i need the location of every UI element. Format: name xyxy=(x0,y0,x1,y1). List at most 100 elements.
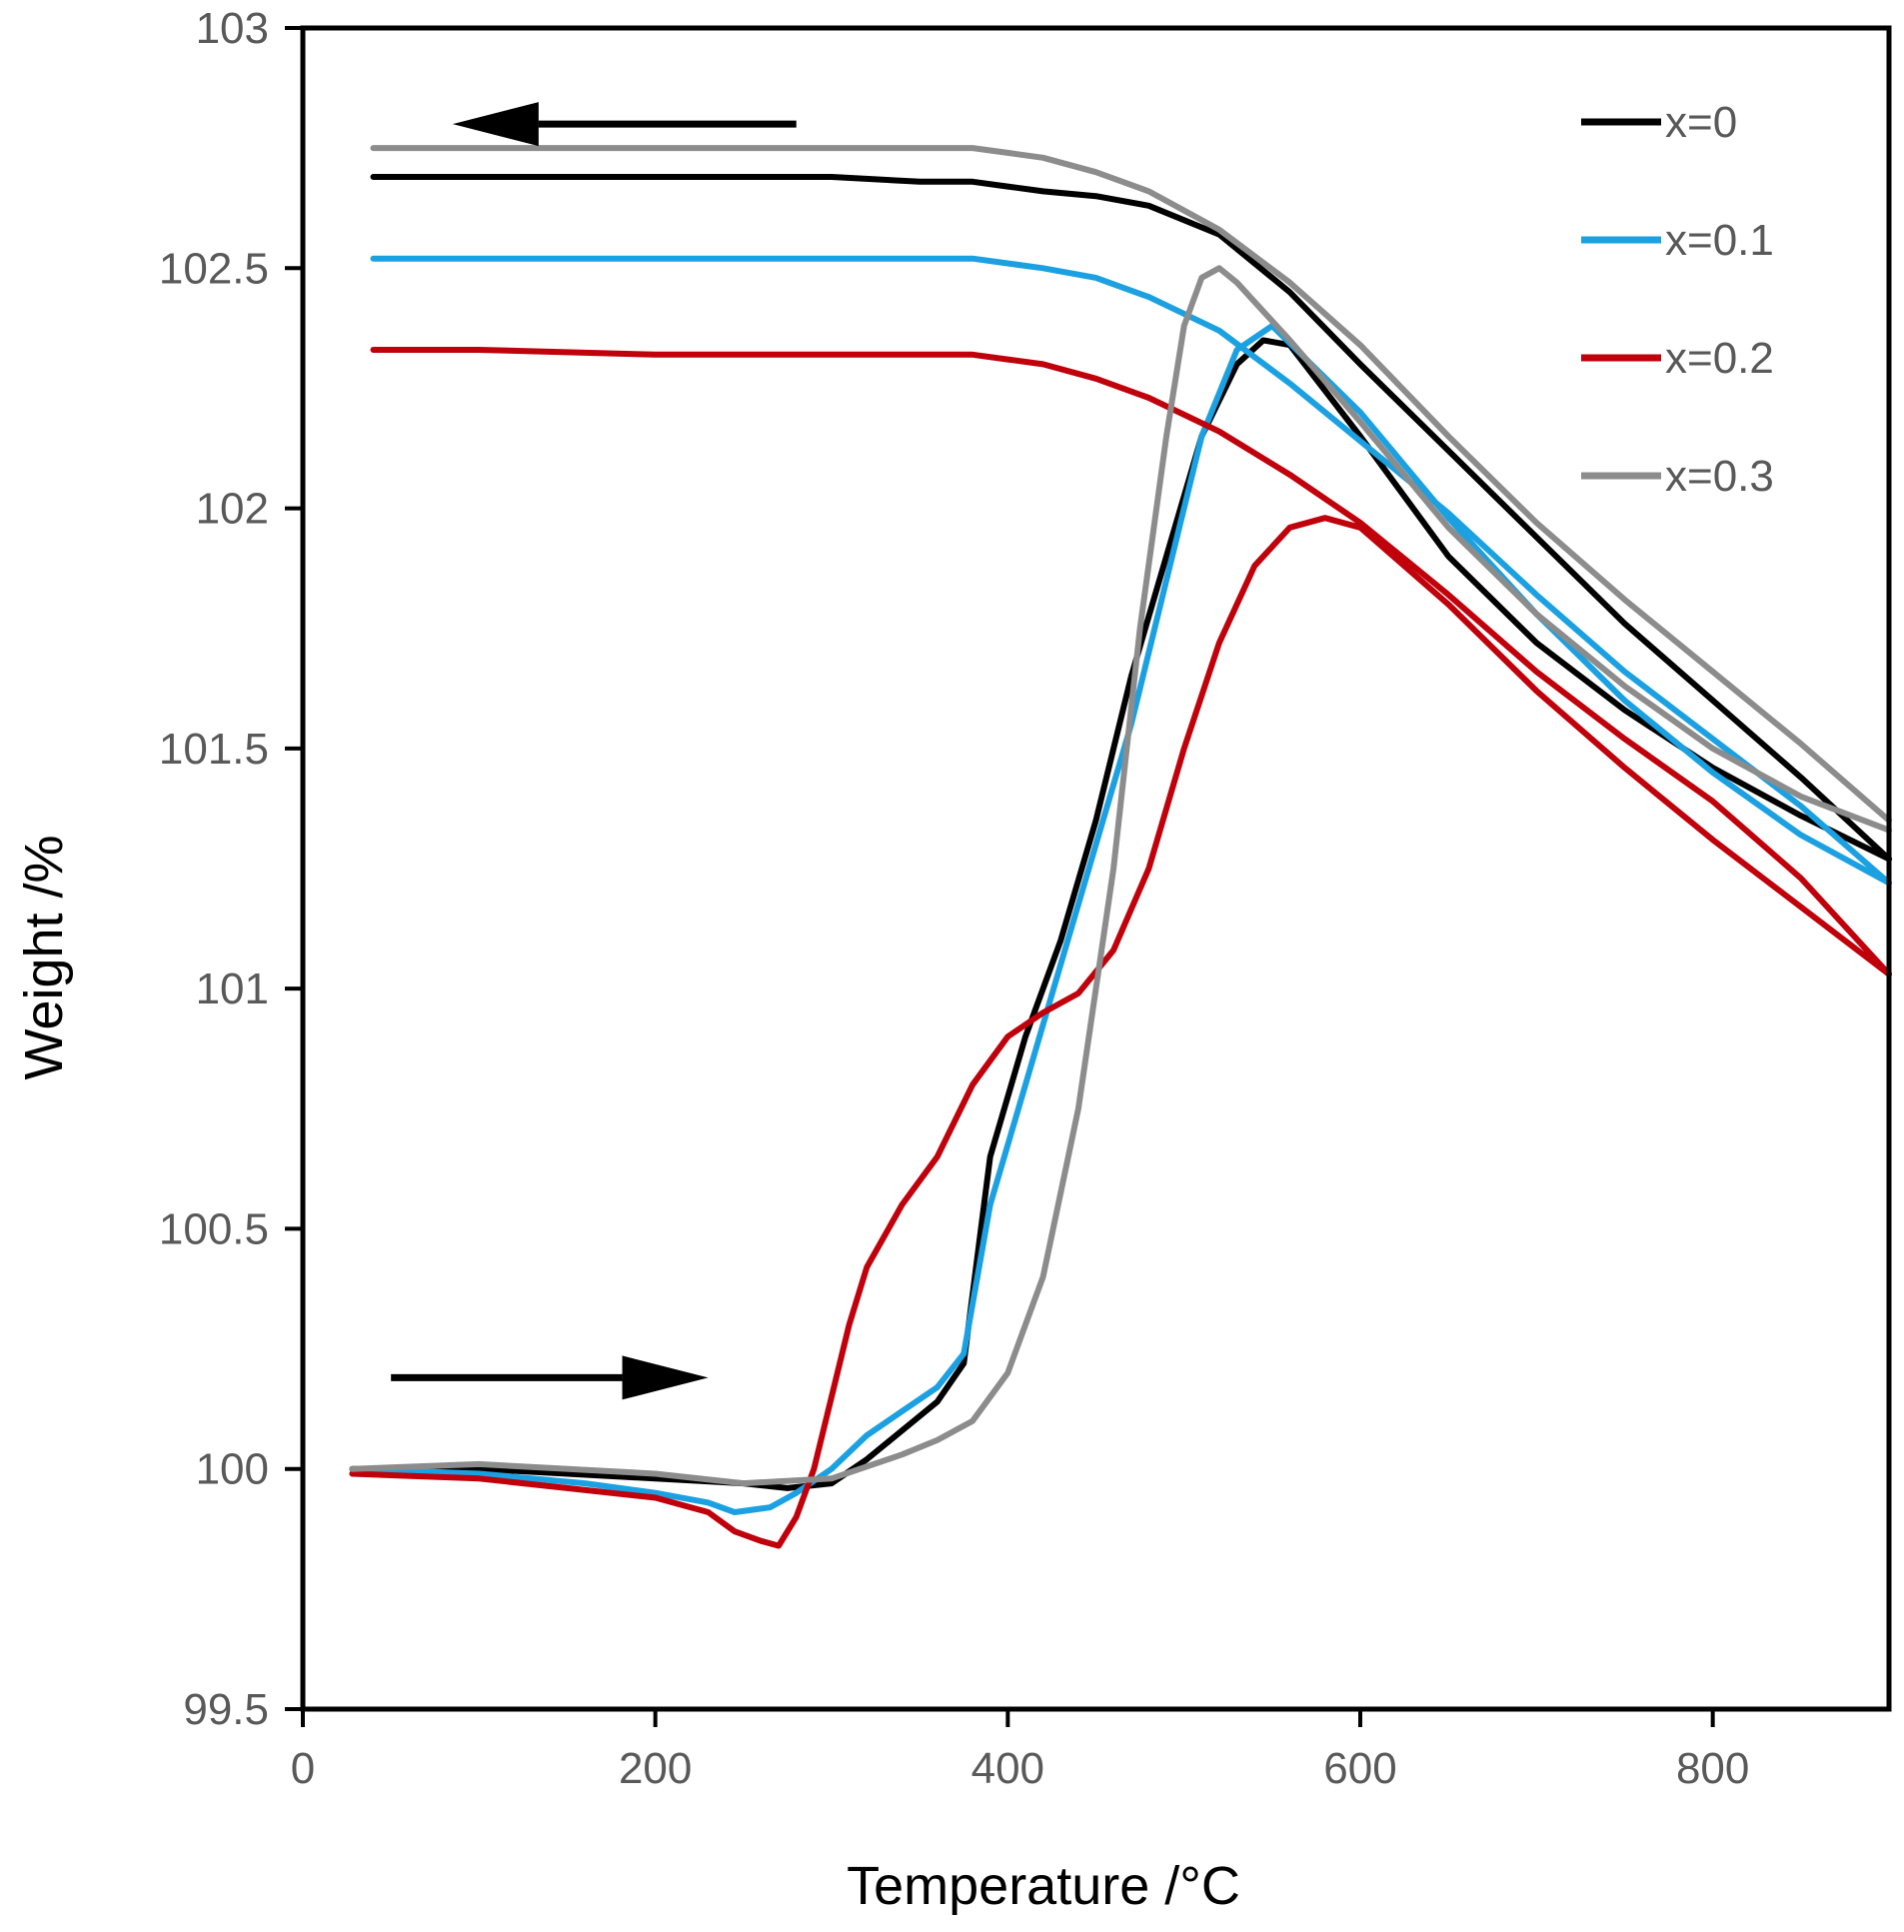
data-point-x-0-2 xyxy=(1113,950,1114,951)
data-point-x-0-3 xyxy=(352,1468,353,1469)
data-point-x-0 xyxy=(1712,768,1713,769)
data-point-x-0 xyxy=(920,181,921,182)
arrow-cooling-head xyxy=(452,102,539,147)
data-point-x-0-3 xyxy=(1448,527,1449,528)
data-point-x-0 xyxy=(1448,556,1449,557)
legend-label-x-0-3: x=0.3 xyxy=(1665,452,1774,501)
data-point-x-0-1 xyxy=(1289,383,1290,384)
data-point-x-0 xyxy=(655,1478,656,1479)
data-point-x-0-2 xyxy=(1254,566,1255,567)
data-point-x-0-2 xyxy=(1536,671,1537,672)
data-point-x-0-2 xyxy=(1624,768,1625,769)
data-point-x-0-1 xyxy=(708,1502,709,1503)
data-point-x-0-2 xyxy=(479,1478,480,1479)
annotation-layer xyxy=(391,102,797,1400)
data-point-x-0 xyxy=(1360,364,1361,365)
data-point-x-0-1 xyxy=(1060,965,1061,966)
data-point-x-0 xyxy=(972,181,973,182)
data-point-x-0-1 xyxy=(972,258,973,259)
y-tick-label: 99.5 xyxy=(183,1685,269,1734)
data-point-x-0-3 xyxy=(1536,614,1537,615)
data-point-x-0-1 xyxy=(1448,513,1449,514)
legend-label-x-0-2: x=0.2 xyxy=(1665,334,1774,383)
data-point-x-0-2 xyxy=(832,1396,833,1397)
data-point-x-0-1 xyxy=(655,1492,656,1493)
data-point-x-0-2 xyxy=(1095,378,1096,379)
data-point-x-0-2 xyxy=(1289,474,1290,475)
data-point-x-0 xyxy=(1448,450,1449,451)
data-point-x-0-3 xyxy=(832,148,833,149)
data-point-x-0-1 xyxy=(735,1511,736,1512)
data-point-x-0-1 xyxy=(1201,436,1202,437)
data-point-x-0-3 xyxy=(373,148,374,149)
data-point-x-0 xyxy=(1800,816,1801,817)
series-line-x-0-3-heating xyxy=(349,265,1892,1487)
data-point-x-0-2 xyxy=(1536,691,1537,692)
series-line-x-0-2-heating xyxy=(349,515,1892,1549)
data-point-x-0-3 xyxy=(1007,152,1008,153)
data-point-x-0-3 xyxy=(1201,277,1202,278)
data-point-x-0-2 xyxy=(1360,522,1361,523)
data-point-x-0 xyxy=(1712,700,1713,701)
data-point-x-0 xyxy=(832,176,833,177)
data-point-x-0-2 xyxy=(1624,739,1625,740)
data-point-x-0-1 xyxy=(1218,330,1219,331)
data-point-x-0-2 xyxy=(1712,840,1713,841)
y-tick-label: 102 xyxy=(196,485,269,534)
data-point-x-0-1 xyxy=(902,1411,903,1412)
data-point-x-0 xyxy=(1218,234,1219,235)
data-point-x-0-1 xyxy=(937,1387,938,1388)
data-point-x-0-2 xyxy=(1800,878,1801,879)
axis-layer: 0 200 400 600 800 99.5 100 100.5 101 101.5 102 102.… xyxy=(159,4,1892,1793)
data-point-x-0-2 xyxy=(814,1468,815,1469)
data-point-x-0 xyxy=(373,176,374,177)
data-point-x-0-3 xyxy=(1113,869,1114,870)
data-point-x-0-1 xyxy=(1624,700,1625,701)
data-point-x-0 xyxy=(1095,820,1096,821)
data-point-x-0-2 xyxy=(1042,364,1043,365)
data-point-x-0-1 xyxy=(479,1473,480,1474)
data-point-x-0-1 xyxy=(832,1468,833,1469)
data-point-x-0-1 xyxy=(1448,518,1449,519)
data-point-x-0-1 xyxy=(479,258,480,259)
x-tick-label: 600 xyxy=(1323,1744,1396,1793)
data-point-x-0 xyxy=(655,176,656,177)
y-tick-label: 101.5 xyxy=(159,725,269,774)
data-point-x-0 xyxy=(1536,537,1537,538)
data-point-x-0-2 xyxy=(1148,398,1149,399)
legend: x=0 x=0.1 x=0.2 x=0.3 xyxy=(1581,98,1774,501)
legend-label-x-0-1: x=0.1 xyxy=(1665,216,1774,265)
data-point-x-0-3 xyxy=(1139,628,1140,629)
data-point-x-0-2 xyxy=(567,1487,568,1488)
data-point-x-0-1 xyxy=(1360,412,1361,413)
data-point-x-0 xyxy=(989,1156,990,1157)
data-point-x-0-3 xyxy=(1077,1108,1078,1109)
data-point-x-0-1 xyxy=(1536,595,1537,596)
data-point-x-0 xyxy=(787,1487,788,1488)
data-point-x-0-1 xyxy=(585,1483,586,1484)
data-point-x-0-3 xyxy=(743,1483,744,1484)
x-tick-label: 0 xyxy=(291,1744,315,1793)
series-line-x-0-cooling xyxy=(370,174,1892,863)
data-point-x-0 xyxy=(1263,340,1264,341)
data-point-x-0 xyxy=(1130,676,1131,677)
data-point-x-0-2 xyxy=(708,1511,709,1512)
data-point-x-0-2 xyxy=(1448,595,1449,596)
data-point-x-0-3 xyxy=(655,148,656,149)
data-point-x-0-2 xyxy=(902,1204,903,1205)
data-point-x-0-2 xyxy=(373,349,374,350)
data-point-x-0-3 xyxy=(1148,191,1149,192)
x-tick-label: 800 xyxy=(1676,1744,1749,1793)
data-point-x-0-2 xyxy=(735,1531,736,1532)
data-point-x-0-2 xyxy=(1148,869,1149,870)
data-point-x-0-2 xyxy=(1360,527,1361,528)
data-point-x-0-2 xyxy=(1218,431,1219,432)
data-point-x-0-2 xyxy=(1289,527,1290,528)
data-point-x-0-1 xyxy=(1095,277,1096,278)
data-point-x-0-1 xyxy=(920,258,921,259)
x-axis-title: Temperature /°C xyxy=(847,1856,1240,1916)
data-point-x-0-2 xyxy=(867,1266,868,1267)
data-point-x-0 xyxy=(963,1362,964,1363)
series-line-x-0-3-cooling xyxy=(370,145,1892,824)
